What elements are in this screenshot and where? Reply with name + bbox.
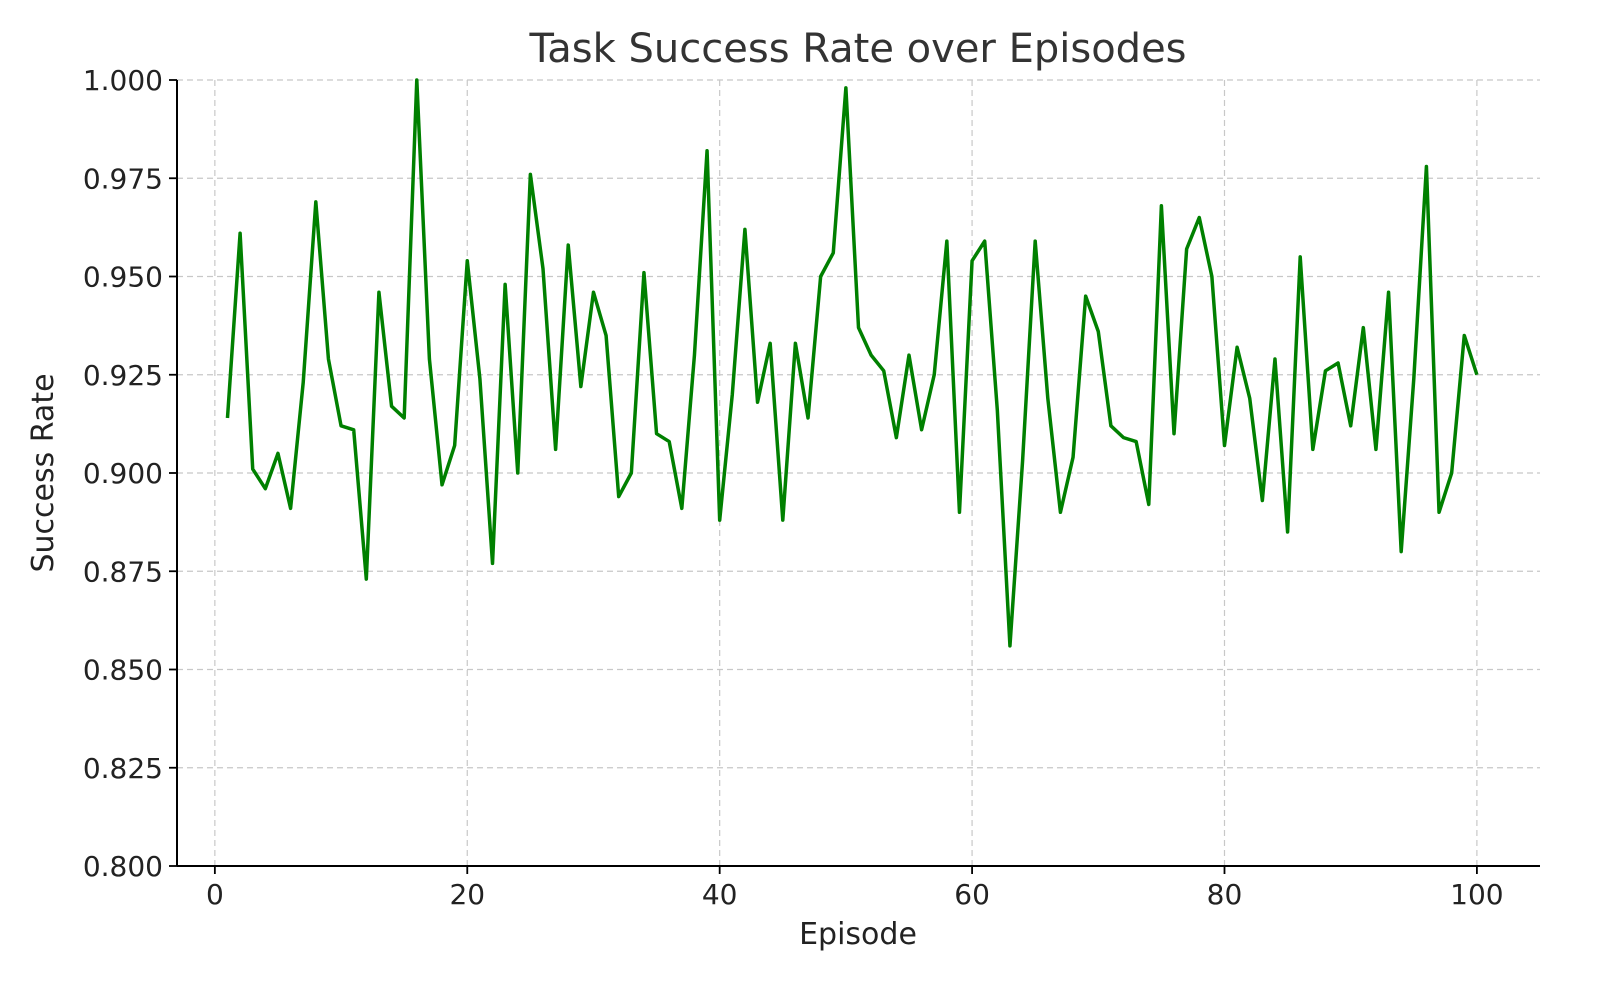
y-tick-label: 0.975 <box>83 162 163 195</box>
x-axis-label: Episode <box>799 917 917 952</box>
x-tick-label: 0 <box>206 878 224 911</box>
series-group <box>227 80 1476 646</box>
x-tick-label: 60 <box>954 878 990 911</box>
y-axis-label: Success Rate <box>26 373 61 572</box>
x-tick-label: 40 <box>702 878 738 911</box>
y-tick-label: 0.950 <box>83 261 163 294</box>
y-tick-label: 0.925 <box>83 359 163 392</box>
y-tick-label: 0.800 <box>83 850 163 883</box>
x-tick-label: 20 <box>449 878 485 911</box>
x-tick-layer: 0 20 40 60 80 100 <box>206 866 1504 911</box>
y-tick-layer: 0.800 0.825 0.850 0.875 0.900 0.925 0.950 0.975… <box>83 64 177 883</box>
y-tick-label: 0.850 <box>83 654 163 687</box>
y-tick-label: 0.875 <box>83 555 163 588</box>
chart-title: Task Success Rate over Episodes <box>528 26 1186 72</box>
y-tick-label: 0.825 <box>83 752 163 785</box>
y-tick-label: 1.000 <box>83 64 163 97</box>
grid-layer <box>177 80 1540 866</box>
success-rate-line <box>227 80 1476 646</box>
x-tick-label: 80 <box>1207 878 1243 911</box>
x-tick-label: 100 <box>1450 878 1503 911</box>
series-layer <box>227 80 1476 646</box>
y-tick-label: 0.900 <box>83 457 163 490</box>
